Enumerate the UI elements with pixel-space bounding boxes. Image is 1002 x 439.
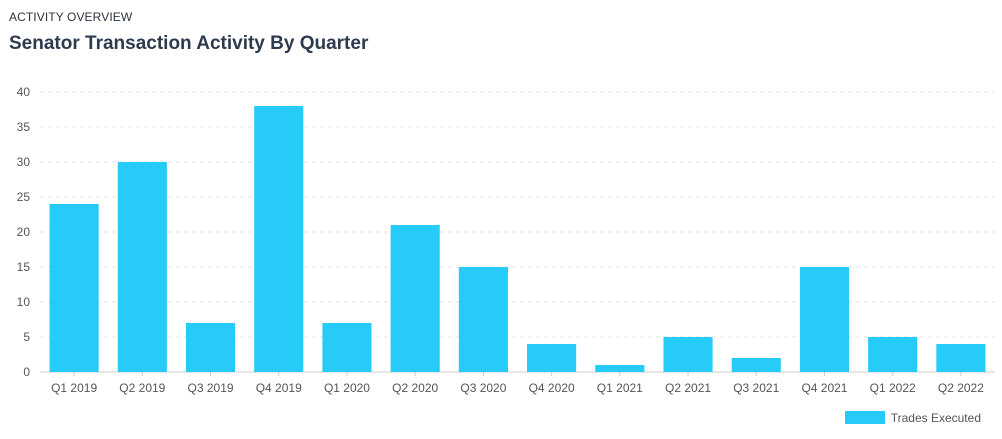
x-tick-label: Q3 2021 (733, 381, 779, 395)
x-tick-label: Q2 2022 (938, 381, 984, 395)
section-eyebrow: ACTIVITY OVERVIEW (9, 10, 133, 24)
bar (663, 337, 713, 372)
y-tick-label: 30 (17, 155, 31, 169)
legend-label: Trades Executed (891, 411, 981, 425)
x-tick-label: Q3 2020 (460, 381, 506, 395)
y-tick-label: 5 (23, 330, 30, 344)
x-tick-label: Q1 2022 (870, 381, 916, 395)
x-tick-label: Q4 2019 (256, 381, 302, 395)
y-tick-label: 15 (17, 260, 31, 274)
bar (185, 323, 236, 372)
bar (322, 323, 372, 372)
y-tick-label: 40 (17, 85, 31, 99)
y-tick-label: 35 (17, 120, 31, 134)
bar (527, 344, 577, 372)
y-tick-label: 10 (17, 295, 31, 309)
bar (254, 106, 304, 372)
x-tick-label: Q1 2021 (597, 381, 643, 395)
bar (49, 204, 99, 372)
bar (390, 225, 440, 372)
x-tick-label: Q1 2019 (51, 381, 97, 395)
legend-swatch (845, 411, 885, 424)
x-tick-label: Q3 2019 (188, 381, 234, 395)
bar (117, 162, 167, 372)
x-tick-label: Q4 2020 (529, 381, 575, 395)
x-tick-label: Q1 2020 (324, 381, 370, 395)
y-tick-label: 0 (23, 365, 30, 379)
y-tick-label: 25 (17, 190, 31, 204)
x-tick-label: Q2 2021 (665, 381, 711, 395)
chart-title: Senator Transaction Activity By Quarter (9, 33, 369, 54)
x-tick-label: Q2 2020 (392, 381, 438, 395)
x-tick-label: Q2 2019 (119, 381, 165, 395)
y-tick-label: 20 (17, 225, 31, 239)
bar (595, 365, 645, 372)
bar (868, 337, 918, 372)
x-tick-label: Q4 2021 (801, 381, 847, 395)
bar (458, 267, 508, 372)
bar (799, 267, 850, 372)
bar (731, 358, 781, 372)
bar (936, 344, 986, 372)
